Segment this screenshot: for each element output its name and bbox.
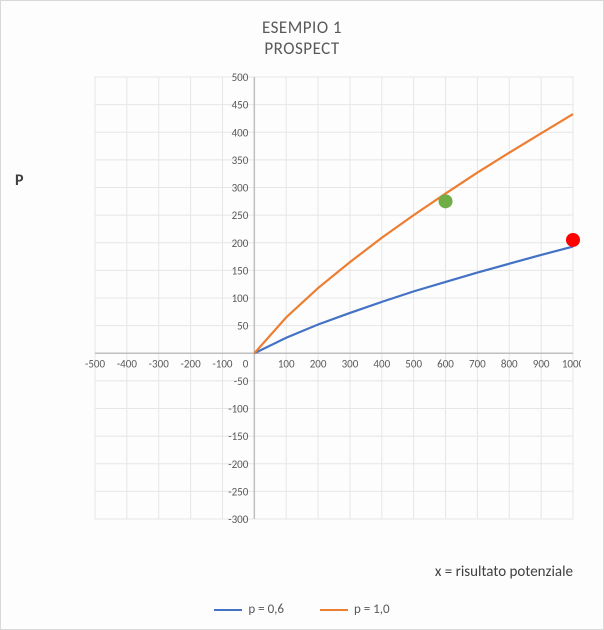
y-tick-label: 150 bbox=[232, 264, 249, 277]
chart-title: ESEMPIO 1 PROSPECT bbox=[1, 17, 603, 60]
y-axis-title: P bbox=[15, 171, 24, 190]
chart-svg: -500-400-300-200-10010020030040050060070… bbox=[41, 71, 581, 541]
x-tick-label: -200 bbox=[181, 357, 202, 370]
y-tick-label: -100 bbox=[228, 403, 249, 416]
y-tick-label: -200 bbox=[228, 458, 249, 471]
origin-label: 0 bbox=[243, 357, 249, 370]
x-tick-label: 400 bbox=[373, 357, 390, 370]
plot-area: -500-400-300-200-10010020030040050060070… bbox=[41, 71, 581, 541]
legend: p = 0,6 p = 1,0 bbox=[1, 600, 603, 618]
y-tick-label: 250 bbox=[232, 209, 249, 222]
y-tick-label: 200 bbox=[232, 237, 249, 250]
x-tick-label: -100 bbox=[212, 357, 233, 370]
legend-swatch-p06 bbox=[214, 609, 242, 611]
y-tick-label: 400 bbox=[232, 126, 249, 139]
x-tick-label: 600 bbox=[437, 357, 454, 370]
chart-title-line2: PROSPECT bbox=[1, 38, 603, 59]
x-tick-label: 100 bbox=[278, 357, 295, 370]
x-tick-label: 1000 bbox=[562, 357, 581, 370]
y-tick-label: -50 bbox=[234, 375, 249, 388]
green-marker bbox=[439, 194, 453, 208]
x-tick-label: 900 bbox=[533, 357, 550, 370]
red-marker bbox=[566, 233, 580, 247]
x-tick-label: -400 bbox=[117, 357, 138, 370]
x-tick-label: -500 bbox=[85, 357, 106, 370]
x-axis-title: x = risultato potenziale bbox=[435, 563, 573, 581]
x-tick-label: 300 bbox=[342, 357, 359, 370]
chart-container: ESEMPIO 1 PROSPECT P -500-400-300-200-10… bbox=[0, 0, 604, 630]
y-tick-label: 450 bbox=[232, 99, 249, 112]
gridlines bbox=[95, 77, 573, 519]
y-tick-label: 500 bbox=[232, 71, 249, 84]
legend-item-p06: p = 0,6 bbox=[214, 602, 284, 617]
legend-item-p10: p = 1,0 bbox=[320, 602, 390, 617]
chart-title-line1: ESEMPIO 1 bbox=[1, 17, 603, 38]
x-tick-label: 200 bbox=[310, 357, 327, 370]
legend-label-p06: p = 0,6 bbox=[248, 602, 284, 617]
x-tick-label: 700 bbox=[469, 357, 486, 370]
x-tick-label: 500 bbox=[405, 357, 422, 370]
y-tick-label: 300 bbox=[232, 182, 249, 195]
y-tick-label: 50 bbox=[237, 320, 249, 333]
y-tick-label: -300 bbox=[228, 513, 249, 526]
legend-swatch-p10 bbox=[320, 609, 348, 611]
legend-label-p10: p = 1,0 bbox=[354, 602, 390, 617]
y-tick-label: -250 bbox=[228, 485, 249, 498]
y-tick-label: 350 bbox=[232, 154, 249, 167]
x-tick-label: -300 bbox=[149, 357, 170, 370]
x-tick-label: 800 bbox=[501, 357, 518, 370]
y-tick-label: -150 bbox=[228, 430, 249, 443]
y-tick-label: 100 bbox=[232, 292, 249, 305]
